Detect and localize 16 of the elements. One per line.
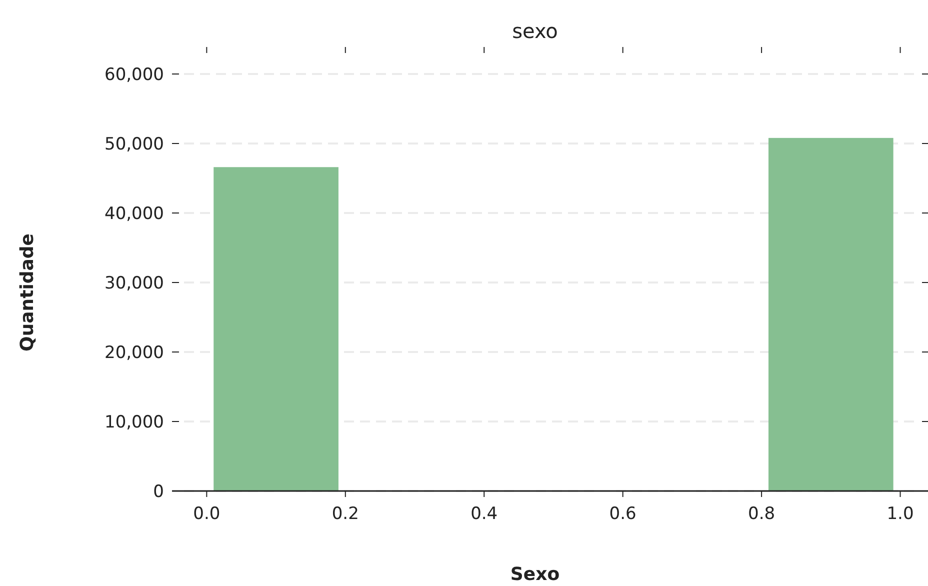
chart-title: sexo bbox=[512, 19, 558, 43]
x-tick-label: 0.0 bbox=[193, 504, 220, 524]
x-tick-label: 0.6 bbox=[609, 504, 636, 524]
y-axis-title: Quantidade bbox=[17, 234, 38, 352]
y-tick-label: 10,000 bbox=[104, 412, 164, 432]
y-tick-label: 30,000 bbox=[104, 273, 164, 294]
y-tick-label: 60,000 bbox=[104, 64, 164, 85]
x-tick-label: 1.0 bbox=[886, 504, 914, 524]
y-tick-label: 50,000 bbox=[104, 134, 164, 154]
x-tick-label: 0.2 bbox=[332, 504, 359, 524]
x-tick-label: 0.8 bbox=[748, 504, 776, 524]
x-axis-title: Sexo bbox=[510, 564, 560, 585]
y-tick-label: 40,000 bbox=[104, 204, 164, 224]
x-tick-label: 0.4 bbox=[470, 504, 498, 524]
y-tick-label: 0 bbox=[153, 482, 164, 502]
y-tick-label: 20,000 bbox=[104, 342, 164, 363]
